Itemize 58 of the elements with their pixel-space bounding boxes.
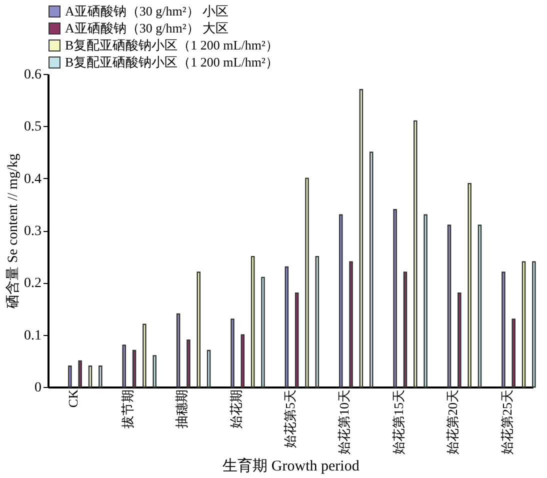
bar [176,313,180,388]
bar [78,360,82,388]
bar [240,334,245,388]
bar [230,318,234,388]
y-tick-label: 0.2 [24,276,42,292]
bar [349,261,353,388]
x-axis-title: 生育期 Growth period [222,458,360,474]
bar [403,272,408,388]
bar [142,324,146,388]
x-tick-label: 始花第5天 [282,390,298,448]
bar [294,292,299,388]
bar [122,344,126,388]
bar [468,182,472,388]
bar [261,276,265,388]
y-tick-label: 0.4 [24,172,42,187]
legend-label: A亚硒酸钠（30 g/hm²） 大区 [65,20,229,36]
bar [315,256,320,388]
bar [98,366,102,388]
bar [206,350,211,388]
bar [424,214,428,388]
bar [414,120,418,388]
bar [369,152,374,388]
bar [68,366,72,388]
bar [458,292,462,388]
bar [132,350,136,388]
x-tick-label: 始花第15天 [390,390,406,454]
bar [250,256,255,388]
bar [502,272,506,388]
bar [478,224,482,388]
bar [284,266,289,388]
y-tick-label: 0.5 [24,120,42,135]
bar [196,272,200,388]
bar [532,261,536,388]
x-tick-label: 始花第10天 [336,390,352,454]
y-axis-title: 硒含量 Se content // mg/kg [5,154,21,310]
legend-label: B复配亚硒酸钠小区（1 200 mL/hm²） [65,38,278,52]
bar [186,339,190,388]
bar [447,224,452,388]
x-tick-label: 拔节期 [120,390,135,428]
bar [305,178,309,388]
bar [512,318,516,388]
x-tick-label: 始花第25天 [499,390,514,454]
x-tick-label: 抽穗期 [174,390,190,428]
x-tick-label: CK [66,388,81,408]
bar [359,89,364,388]
x-tick-label: 始花第20天 [445,390,460,454]
x-tick-label: 始花期 [228,390,244,428]
bar [522,261,526,388]
bar [88,366,92,388]
legend-label: B复配亚硒酸钠小区（1 200 mL/hm²） [65,54,278,70]
y-tick-label: 0.1 [24,328,42,344]
bar [339,214,343,388]
bar [152,355,156,388]
bar [393,209,397,388]
y-tick-label: 0.6 [24,68,42,82]
y-tick-label: 0.3 [24,224,42,239]
y-tick-label: 0 [34,380,42,396]
legend-label: A亚硒酸钠（30 g/hm²） 小区 [65,4,229,18]
